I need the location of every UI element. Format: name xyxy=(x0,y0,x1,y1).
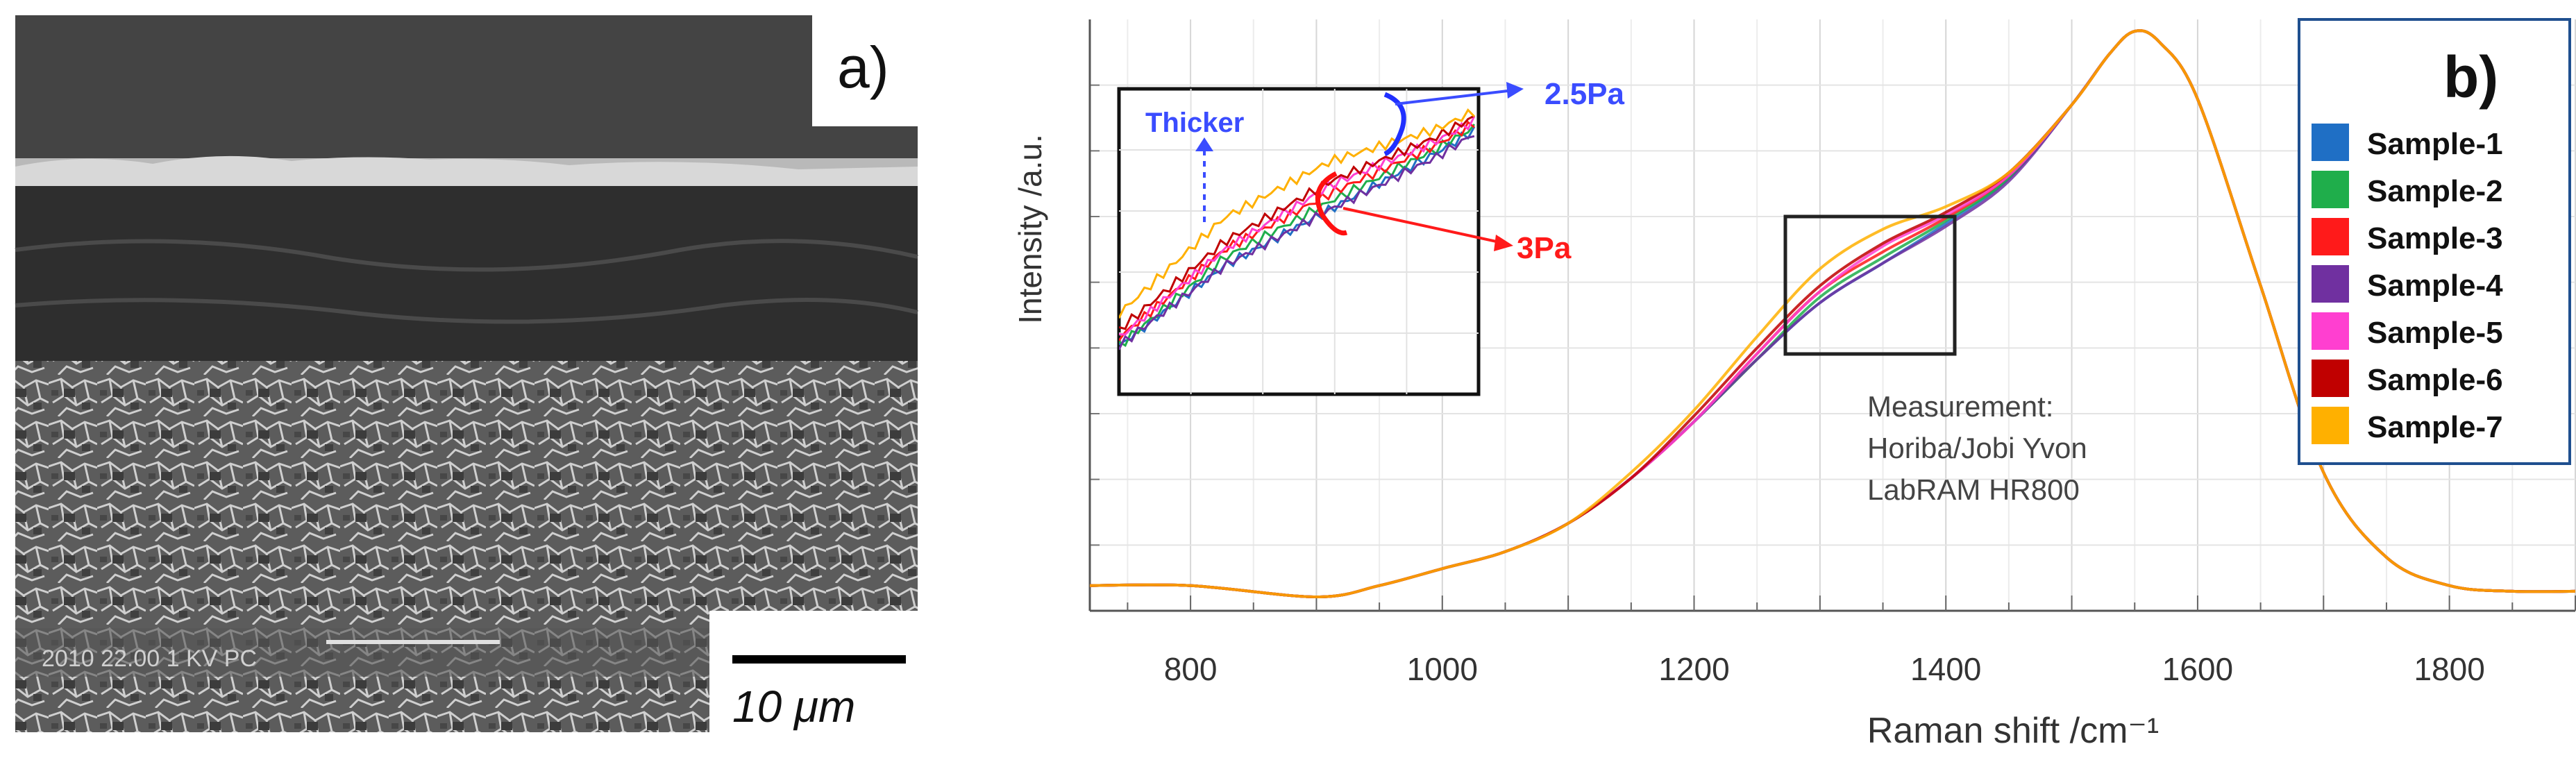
arrow-3pa xyxy=(1342,207,1504,244)
x-axis-label: Raman shift /cm⁻¹ xyxy=(1867,711,2159,751)
inset-series-line-6 xyxy=(1119,115,1475,330)
panel-a-label-box xyxy=(812,15,918,126)
measurement-annotation: Measurement: Horiba/Jobi Yvon LabRAM HR8… xyxy=(1867,390,2087,506)
x-tick-label: 1000 xyxy=(1407,651,1478,687)
legend-items: Sample-1 Sample-2 Sample-3 Sample-4 Sample-5… xyxy=(2312,124,2503,444)
legend: b) Sample-1Sample-2Sample-3Sample-4Sampl… xyxy=(2298,18,2571,465)
inset-lines xyxy=(1119,108,1476,351)
scale-bar xyxy=(732,655,906,664)
thicker-arrow-head xyxy=(1195,137,1213,151)
panel-b-chart: 800 1000 1200 1400 1600 1800 Raman shift /cm⁻… xyxy=(1012,18,2576,751)
inset-ellipse-red xyxy=(1315,171,1348,236)
legend-swatch-4 xyxy=(2312,265,2349,303)
inset-zoom-panel: Thicker 2.5Pa 3Pa xyxy=(1117,77,1625,396)
legend-label-5: Sample-5 xyxy=(2367,316,2503,350)
annotation-line-3: LabRAM HR800 xyxy=(1867,473,2080,506)
series-lines xyxy=(1090,29,2575,599)
x-tick-label: 1600 xyxy=(2162,651,2233,687)
legend-swatch-3 xyxy=(2312,218,2349,255)
label-3pa: 3Pa xyxy=(1517,231,1572,265)
legend-swatch-2 xyxy=(2312,171,2349,208)
legend-label-2: Sample-2 xyxy=(2367,174,2503,208)
legend-label-6: Sample-6 xyxy=(2367,363,2503,397)
panel-a-label: a) xyxy=(837,35,889,100)
sem-footer-text: 2010 22.00 1 KV PC xyxy=(42,645,257,672)
legend-swatch-1 xyxy=(2312,124,2349,161)
legend-label-7: Sample-7 xyxy=(2367,410,2503,444)
x-tick-label: 1800 xyxy=(2414,651,2484,687)
inset-series-line-4 xyxy=(1119,135,1475,351)
legend-label-4: Sample-4 xyxy=(2367,269,2503,303)
sem-background xyxy=(15,15,918,158)
x-axis-ticks: 800 1000 1200 1400 1600 1800 xyxy=(1127,596,2576,687)
x-tick-label: 1400 xyxy=(1910,651,1981,687)
inset-frame xyxy=(1117,87,1481,396)
sem-film-texture xyxy=(15,239,918,324)
legend-label-3: Sample-3 xyxy=(2367,221,2503,255)
panel-a-sem-image: 2010 22.00 1 KV PC a) 10 μm xyxy=(15,15,918,732)
sem-film-layer xyxy=(15,186,918,361)
sem-surface-bumps xyxy=(15,155,918,186)
scale-bar-label: 10 μm xyxy=(732,682,855,732)
panel-b-label: b) xyxy=(2443,44,2498,110)
legend-swatch-6 xyxy=(2312,360,2349,397)
arrow-2p5pa xyxy=(1395,89,1514,105)
sem-footer-bar xyxy=(15,628,716,677)
y-axis-label: Intensity /a.u. xyxy=(1012,134,1048,324)
inset-ellipse-blue xyxy=(1383,92,1406,157)
scale-bar-box xyxy=(709,611,918,732)
label-2p5pa: 2.5Pa xyxy=(1544,77,1625,111)
inset-series-line-5 xyxy=(1119,115,1476,336)
legend-label-1: Sample-1 xyxy=(2367,127,2503,161)
x-tick-label: 1200 xyxy=(1658,651,1729,687)
annotation-line-1: Measurement: xyxy=(1867,390,2053,423)
annotation-line-2: Horiba/Jobi Yvon xyxy=(1867,432,2087,464)
series-line-7 xyxy=(1090,29,2575,599)
legend-swatch-7 xyxy=(2312,407,2349,444)
inset-series-line-7 xyxy=(1119,108,1475,319)
zoom-box xyxy=(1783,214,1957,356)
inset-thicker-label: Thicker xyxy=(1145,108,1244,138)
arrow-2p5pa-head xyxy=(1506,82,1524,99)
arrow-3pa-head xyxy=(1494,235,1513,251)
x-tick-label: 800 xyxy=(1164,651,1218,687)
legend-swatch-5 xyxy=(2312,312,2349,350)
